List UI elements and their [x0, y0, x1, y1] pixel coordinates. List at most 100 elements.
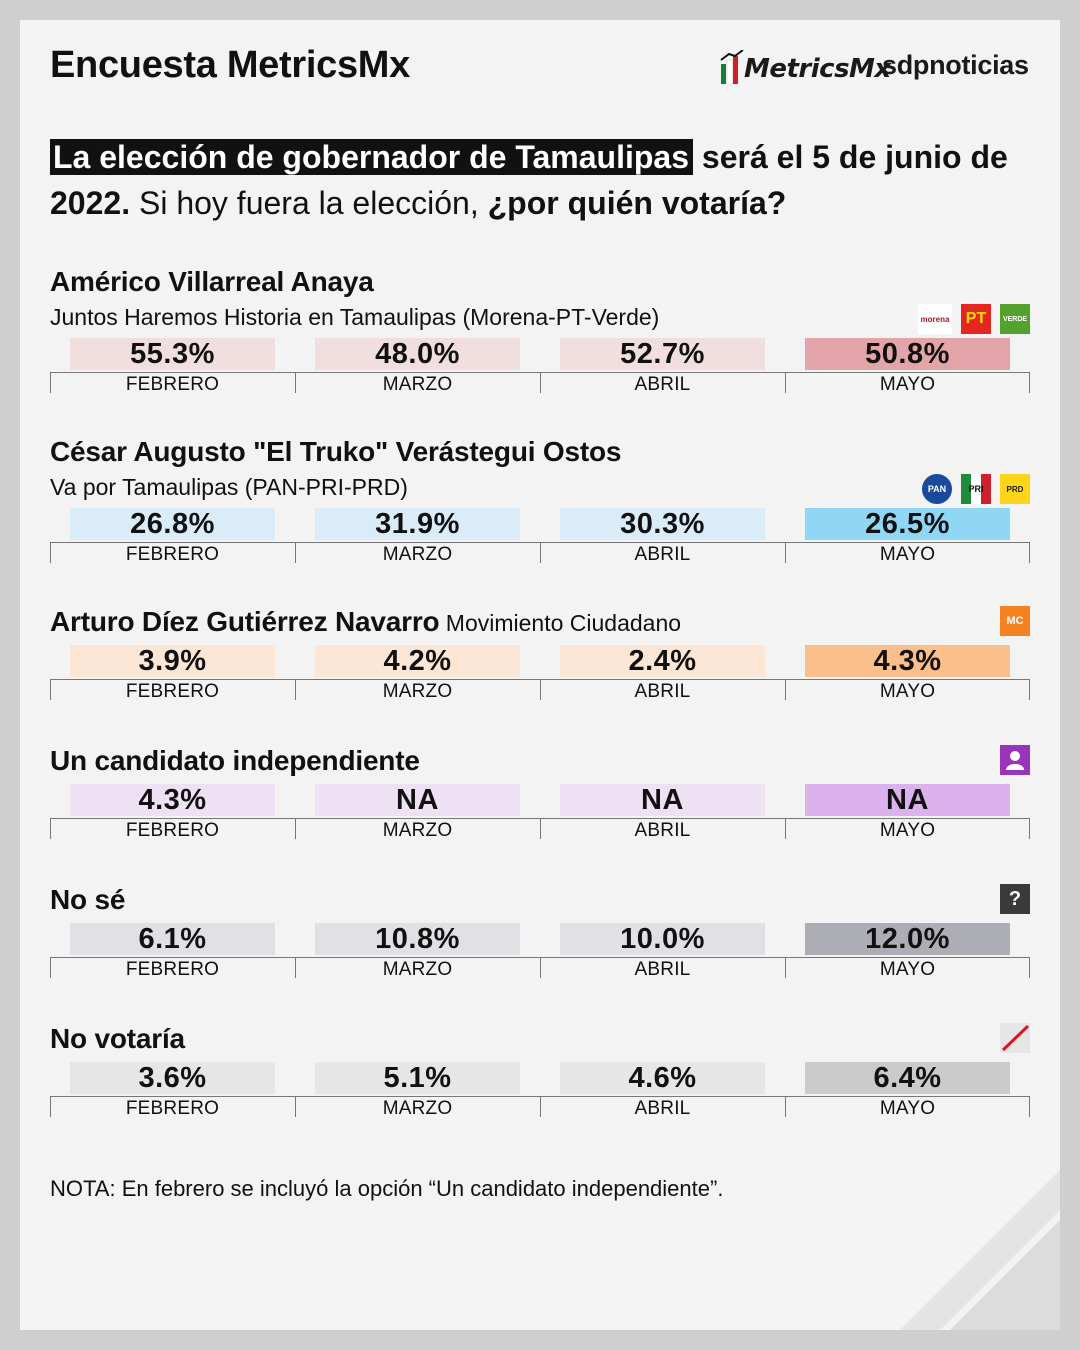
month-label: FEBRERO [125, 681, 220, 702]
axis-tick [50, 373, 51, 393]
month-label: FEBRERO [125, 374, 220, 395]
person-icon [1000, 745, 1030, 775]
month-label: MARZO [382, 681, 453, 702]
axis-tick [295, 1097, 296, 1117]
candidate-name: Arturo Díez Gutiérrez Navarro Movimiento… [50, 606, 681, 638]
axis-tick [1029, 1097, 1030, 1117]
value-bar-mayo: 4.3% [805, 645, 1010, 677]
value-bar-marzo: 10.8% [315, 923, 520, 955]
axis-tick [50, 1097, 51, 1117]
verde-logo-icon: VERDE [1000, 304, 1030, 334]
axis-tick [50, 958, 51, 978]
value-bar-marzo: 5.1% [315, 1062, 520, 1094]
month-label: MARZO [382, 959, 453, 980]
axis-tick [295, 543, 296, 563]
candidate-name: César Augusto "El Truko" Verástegui Osto… [50, 436, 621, 468]
axis-tick [785, 543, 786, 563]
sdpnoticias-logo: sdpnoticias [882, 50, 1029, 80]
value-bars: 3.9% 4.2% 2.4% 4.3% [50, 645, 1030, 677]
value-bar-febrero: 4.3% [70, 784, 275, 816]
coalition-label: Movimiento Ciudadano [439, 610, 682, 636]
month-label: MAYO [879, 1098, 936, 1119]
month-label: MAYO [879, 959, 936, 980]
axis-tick [785, 373, 786, 393]
question-highlight: La elección de gobernador de Tamaulipas [50, 139, 694, 175]
value-bar-mayo: 12.0% [805, 923, 1010, 955]
metricsmx-logo-text: MetricsMx [744, 54, 891, 84]
value-bar-febrero: 6.1% [70, 923, 275, 955]
month-label: MAYO [879, 820, 936, 841]
axis-tick [540, 958, 541, 978]
value-bar-abril: NA [560, 784, 765, 816]
axis-tick [295, 680, 296, 700]
value-bar-mayo: NA [805, 784, 1010, 816]
axis-tick [295, 819, 296, 839]
axis-tick [540, 1097, 541, 1117]
axis-tick [785, 680, 786, 700]
value-bar-abril: 30.3% [560, 508, 765, 540]
value-bar-abril: 2.4% [560, 645, 765, 677]
month-label: ABRIL [634, 1098, 691, 1119]
axis-tick [50, 543, 51, 563]
month-label: ABRIL [634, 374, 691, 395]
crossed-out-icon [1000, 1023, 1030, 1053]
axis-tick [1029, 958, 1030, 978]
month-label: FEBRERO [125, 544, 220, 565]
pt-logo-icon: PT [961, 304, 991, 334]
corner-decoration [900, 1170, 1060, 1330]
candidate-name-text: Un candidato independiente [50, 745, 420, 776]
month-axis: FEBRERO MARZO ABRIL MAYO [50, 1096, 1030, 1119]
question-text: Si hoy fuera la elección, [130, 185, 488, 221]
question-mark-icon: ? [1000, 884, 1030, 914]
candidate-name-text: Arturo Díez Gutiérrez Navarro [50, 606, 440, 637]
axis-tick [295, 373, 296, 393]
month-label: ABRIL [634, 681, 691, 702]
coalition-label: Juntos Haremos Historia en Tamaulipas (M… [50, 304, 660, 330]
value-bars: 4.3% NA NA NA [50, 784, 1030, 816]
candidate-name: Américo Villarreal Anaya [50, 266, 374, 298]
question-ask: ¿por quién votaría? [487, 185, 787, 221]
candidate-section: No votaría 3.6% 5.1% 4.6% 6.4% FEBRERO MARZO AB… [50, 1023, 1030, 1153]
axis-tick [1029, 680, 1030, 700]
party-logos [1000, 745, 1030, 775]
month-label: MARZO [382, 1098, 453, 1119]
candidate-name: Un candidato independiente [50, 745, 420, 777]
month-label: MARZO [382, 374, 453, 395]
value-bar-marzo: NA [315, 784, 520, 816]
value-bar-febrero: 3.9% [70, 645, 275, 677]
value-bar-abril: 10.0% [560, 923, 765, 955]
value-bar-abril: 4.6% [560, 1062, 765, 1094]
question-date: será el 5 de junio de 2022. [50, 139, 1008, 221]
value-bars: 26.8% 31.9% 30.3% 26.5% [50, 508, 1030, 540]
value-bar-febrero: 26.8% [70, 508, 275, 540]
value-bar-abril: 52.7% [560, 338, 765, 370]
axis-tick [50, 819, 51, 839]
candidate-section: Un candidato independiente 4.3% NA NA NA FEBR… [50, 745, 1030, 875]
candidate-name-text: No sé [50, 884, 126, 915]
coalition-label: Va por Tamaulipas (PAN-PRI-PRD) [50, 474, 408, 500]
axis-tick [540, 543, 541, 563]
axis-tick [50, 680, 51, 700]
axis-tick [785, 1097, 786, 1117]
movimiento-ciudadano-logo-icon: MC [1000, 606, 1030, 636]
month-axis: FEBRERO MARZO ABRIL MAYO [50, 818, 1030, 841]
month-axis: FEBRERO MARZO ABRIL MAYO [50, 679, 1030, 702]
party-logos: ? [1000, 884, 1030, 914]
axis-tick [1029, 373, 1030, 393]
axis-tick [295, 958, 296, 978]
infographic-card: Encuesta MetricsMx MetricsMx sdpnoticias… [20, 20, 1060, 1330]
value-bar-marzo: 4.2% [315, 645, 520, 677]
month-label: MAYO [879, 374, 936, 395]
month-axis: FEBRERO MARZO ABRIL MAYO [50, 372, 1030, 395]
axis-tick [785, 958, 786, 978]
candidate-name-text: No votaría [50, 1023, 185, 1054]
month-label: ABRIL [634, 820, 691, 841]
candidate-name: No votaría [50, 1023, 185, 1055]
value-bar-febrero: 3.6% [70, 1062, 275, 1094]
candidate-name-text: César Augusto "El Truko" Verástegui Osto… [50, 436, 622, 467]
party-logos [1000, 1023, 1030, 1053]
pan-logo-icon: PAN [922, 474, 952, 504]
value-bars: 55.3% 48.0% 52.7% 50.8% [50, 338, 1030, 370]
candidate-section: No sé? 6.1% 10.8% 10.0% 12.0% FEBRERO MARZO ABR… [50, 884, 1030, 1014]
month-label: ABRIL [634, 544, 691, 565]
